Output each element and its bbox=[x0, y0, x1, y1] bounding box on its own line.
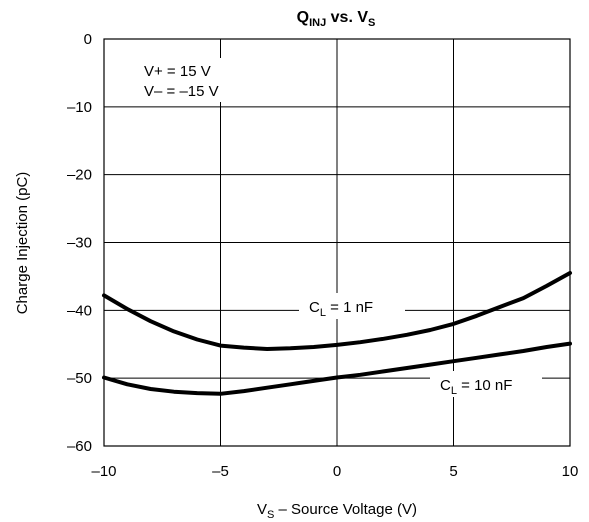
annotation-line-2: V– = –15 V bbox=[144, 83, 219, 100]
y-axis-label: Charge Injection (pC) bbox=[14, 172, 31, 315]
x-axis-label: VS – Source Voltage (V) bbox=[257, 501, 417, 521]
plot-border bbox=[103, 38, 571, 447]
x-tick-label: 0 bbox=[333, 463, 341, 480]
y-tick-label: –30 bbox=[67, 235, 92, 252]
y-tick-label: –40 bbox=[67, 302, 92, 319]
x-tick-label: 5 bbox=[449, 463, 457, 480]
chart-title: QINJ vs. VS bbox=[297, 9, 376, 29]
x-tick-label: 10 bbox=[562, 463, 579, 480]
annotation-line-1: V+ = 15 V bbox=[144, 63, 211, 80]
series-label-1nF: CL = 1 nF bbox=[309, 299, 373, 319]
annotation-box-background bbox=[132, 58, 266, 102]
series-line-2 bbox=[102, 341, 572, 396]
series-label-1-background bbox=[299, 293, 405, 319]
series-line-1 bbox=[102, 271, 572, 351]
x-tick-label: –5 bbox=[212, 463, 229, 480]
series-label-10nF: CL = 10 nF bbox=[440, 377, 512, 397]
y-tick-label: –60 bbox=[67, 438, 92, 455]
x-tick-label: –10 bbox=[91, 463, 116, 480]
y-tick-label: 0 bbox=[84, 31, 92, 48]
y-tick-labels: 0 –10 –20 –30 –40 –50 –60 bbox=[67, 31, 92, 455]
y-tick-label: –20 bbox=[67, 167, 92, 184]
y-tick-label: –50 bbox=[67, 370, 92, 387]
x-tick-labels: –10 –5 0 5 10 bbox=[91, 463, 578, 480]
plot-frame bbox=[103, 38, 571, 447]
y-tick-label: –10 bbox=[67, 99, 92, 116]
series-lines bbox=[102, 271, 572, 396]
series-label-2-background bbox=[430, 371, 542, 397]
